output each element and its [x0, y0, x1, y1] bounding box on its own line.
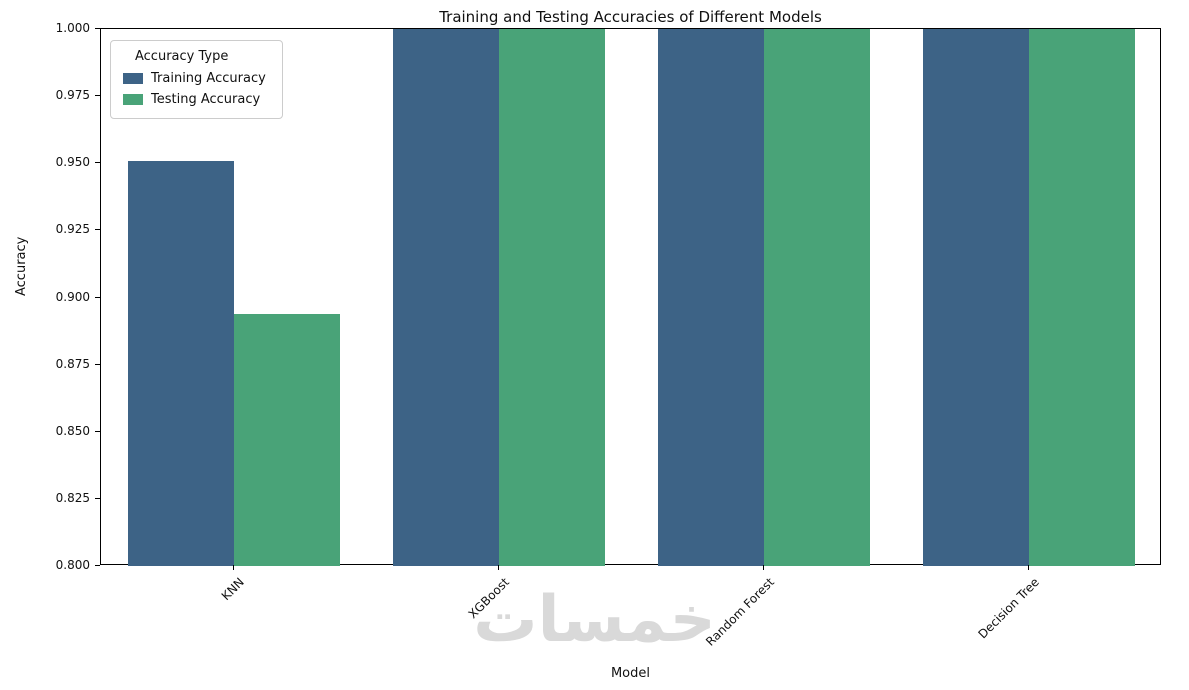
legend-title: Accuracy Type — [135, 49, 229, 64]
y-tick-mark — [95, 430, 100, 432]
y-tick-mark — [95, 363, 100, 365]
y-tick-mark — [95, 497, 100, 499]
legend-row-0: Training Accuracy — [121, 68, 268, 89]
x-tick-label-random-forest: Random Forest — [703, 575, 778, 649]
y-axis-label: Accuracy — [14, 236, 29, 296]
x-tick-mark — [1028, 565, 1030, 570]
legend-swatch-0 — [123, 73, 143, 84]
y-tick-label: 0.925 — [55, 222, 90, 237]
chart-title: Training and Testing Accuracies of Diffe… — [439, 8, 822, 26]
bar-xgboost-series-0 — [392, 29, 499, 566]
y-tick-label: 0.800 — [55, 558, 90, 572]
y-tick-mark — [95, 162, 100, 164]
y-tick-mark — [95, 229, 100, 231]
y-tick-label: 0.950 — [55, 155, 90, 170]
x-tick-label-decision-tree: Decision Tree — [975, 575, 1043, 642]
bar-random-forest-series-0 — [658, 29, 765, 566]
bar-xgboost-series-1 — [498, 29, 605, 566]
x-tick-label-knn: KNN — [218, 575, 247, 604]
x-tick-mark — [763, 565, 765, 570]
y-tick-mark — [95, 565, 100, 566]
y-tick-mark — [95, 296, 100, 298]
x-axis-label: Model — [610, 666, 651, 681]
y-tick-label: 0.975 — [55, 88, 90, 103]
legend-swatch-1 — [123, 94, 143, 105]
y-tick-label: 0.825 — [55, 490, 90, 505]
bar-random-forest-series-1 — [764, 29, 871, 566]
x-tick-mark — [232, 565, 234, 570]
bar-decision-tree-series-1 — [1029, 29, 1136, 566]
x-tick-mark — [497, 565, 499, 570]
legend-label-0: Training Accuracy — [151, 71, 266, 86]
bar-knn-series-1 — [233, 313, 340, 566]
legend: Accuracy Type Training Accuracy Testing A… — [110, 40, 283, 119]
y-tick-label: 0.900 — [55, 289, 90, 304]
y-tick-mark — [95, 28, 100, 29]
y-tick-mark — [95, 95, 100, 97]
y-tick-label: 0.850 — [55, 423, 90, 438]
legend-row-1: Testing Accuracy — [121, 89, 268, 110]
bar-knn-series-0 — [127, 160, 234, 566]
bar-decision-tree-series-0 — [923, 29, 1030, 566]
legend-label-1: Testing Accuracy — [151, 92, 261, 107]
plot-area — [100, 28, 1161, 566]
y-tick-label: 0.875 — [55, 356, 90, 371]
x-tick-label-xgboost: XGBoost — [465, 575, 512, 622]
y-tick-label: 1.000 — [55, 21, 90, 35]
